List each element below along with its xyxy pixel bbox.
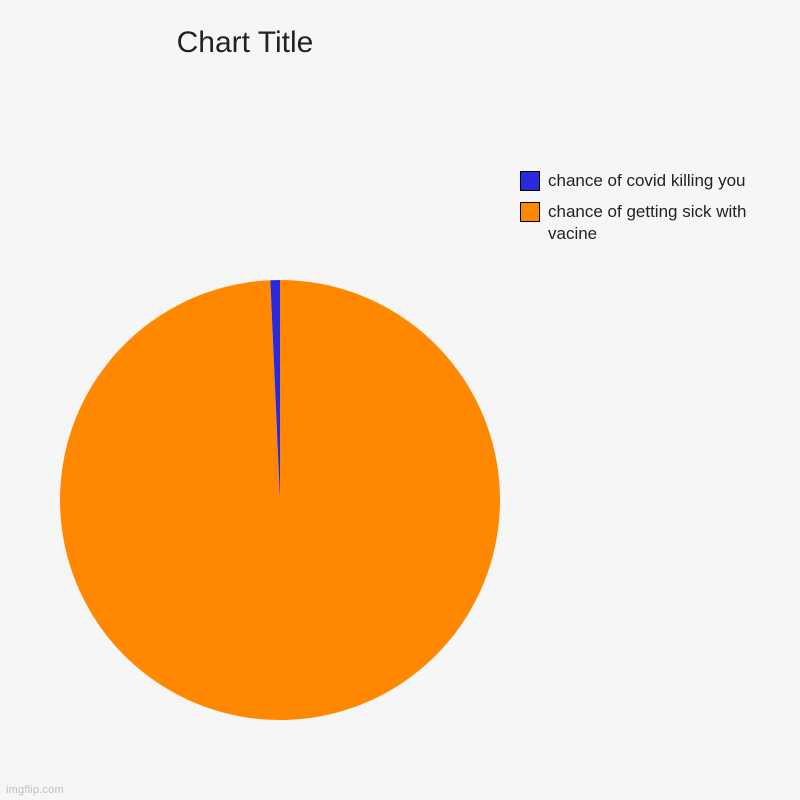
chart-canvas: Chart Title chance of covid killing you … xyxy=(0,0,800,800)
legend-swatch-icon xyxy=(520,202,540,222)
legend-swatch-icon xyxy=(520,171,540,191)
chart-title: Chart Title xyxy=(0,26,490,60)
legend-label: chance of getting sick with vacine xyxy=(548,201,758,244)
legend: chance of covid killing you chance of ge… xyxy=(520,170,780,254)
legend-item: chance of covid killing you xyxy=(520,170,780,191)
legend-item: chance of getting sick with vacine xyxy=(520,201,780,244)
legend-label: chance of covid killing you xyxy=(548,170,746,191)
watermark: imgflip.com xyxy=(6,784,64,796)
pie-chart xyxy=(30,250,530,755)
